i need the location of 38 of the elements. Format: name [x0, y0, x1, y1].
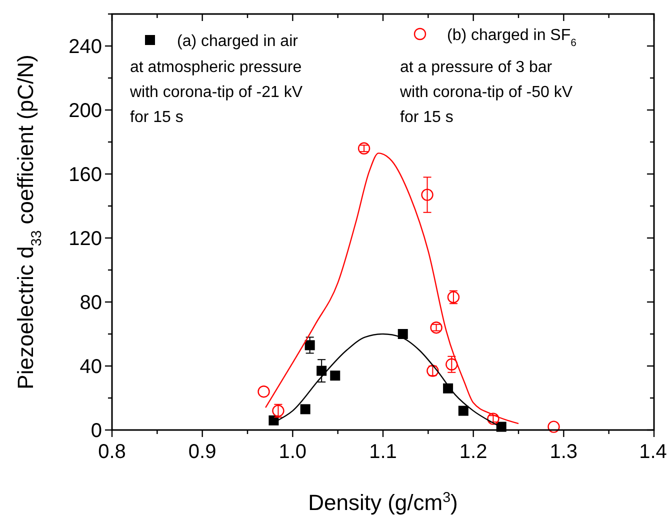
point [421, 188, 434, 201]
point [430, 322, 442, 334]
annotation: at atmospheric pressure [130, 59, 302, 76]
annotation: at a pressure of 3 bar [400, 59, 553, 76]
x-tick-label: 1.3 [550, 441, 578, 463]
point [316, 366, 327, 376]
point [304, 340, 315, 350]
point [398, 329, 408, 339]
point [447, 291, 460, 304]
y-tick-label: 0 [90, 420, 102, 442]
x-tick-label: 1.1 [369, 441, 397, 463]
point [446, 358, 458, 370]
annotation: with corona-tip of -50 kV [399, 84, 573, 101]
y-tick-label: 80 [80, 292, 102, 314]
line-series [264, 152, 520, 424]
y-tick-label: 160 [68, 164, 102, 186]
x-tick-label: 1.2 [459, 441, 488, 463]
x-axis-title: Density (g/cm$^{3}$) [308, 490, 458, 515]
annotation: with corona-tip of -21 kV [129, 84, 303, 101]
x-tick-label: 1.0 [278, 441, 307, 463]
point [300, 404, 310, 414]
annotation: for 15 s [400, 109, 454, 126]
point [548, 420, 560, 433]
annotation: for 15 s [130, 109, 184, 126]
legend-label: (a) charged in air [177, 33, 299, 50]
point [330, 370, 340, 381]
point [358, 142, 370, 154]
x-tick-label: 0.9 [188, 441, 216, 463]
y-tick-label: 40 [80, 356, 102, 378]
point [487, 412, 500, 425]
x-tick-label: 0.8 [98, 441, 126, 463]
point [458, 406, 468, 416]
legend-label: (b) charged in SF$_{6}$ [447, 27, 577, 48]
point [258, 386, 270, 398]
y-tick-label: 120 [68, 228, 102, 250]
x-tick-label: 1.4 [639, 441, 667, 463]
y-tick-label: 200 [68, 100, 102, 122]
y-tick-label: 240 [68, 36, 102, 58]
